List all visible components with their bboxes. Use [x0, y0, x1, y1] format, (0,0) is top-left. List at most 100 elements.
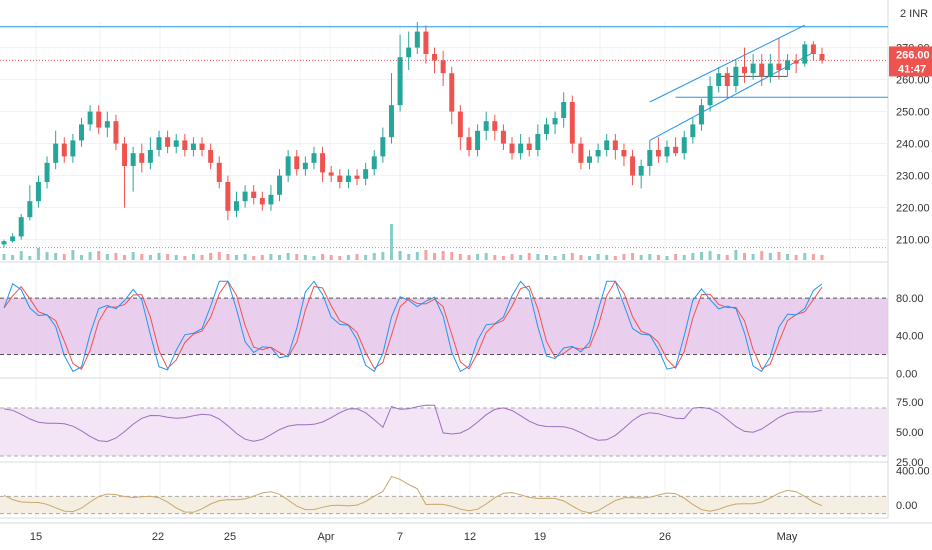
stoch-d-line	[3, 280, 823, 370]
candle-body	[337, 175, 343, 182]
candle-body	[638, 166, 644, 176]
volume-bar	[648, 254, 652, 260]
candle-body	[810, 44, 816, 54]
candle-body	[113, 121, 119, 144]
candle-body	[285, 156, 291, 176]
volume-bar	[226, 254, 230, 260]
volume-bar	[278, 255, 282, 260]
volume-bar	[768, 253, 772, 260]
candle-body	[96, 111, 102, 128]
candle-body	[27, 201, 33, 218]
volume-bar	[588, 256, 592, 260]
volume-bar	[45, 252, 49, 260]
volume-bar	[536, 254, 540, 260]
volume-bar	[433, 253, 437, 260]
candle-body	[397, 57, 403, 106]
candle-body	[595, 150, 601, 157]
date-tick-label: May	[777, 531, 798, 543]
last-price-label: 266.00	[896, 49, 930, 61]
volume-bar	[656, 255, 660, 260]
volume-bar	[579, 255, 583, 260]
osc-tick-label: 0.00	[896, 500, 917, 512]
candle-body	[664, 146, 670, 157]
volume-bar	[243, 254, 247, 260]
volume-bar	[364, 255, 368, 260]
candle-body	[233, 201, 239, 211]
volume-bar	[820, 255, 824, 260]
candle-body	[173, 140, 179, 147]
candle-body	[354, 175, 360, 179]
stoch-tick-label: 80.00	[896, 293, 924, 305]
candle-body	[320, 153, 326, 173]
candle-body	[440, 60, 446, 74]
candle-body	[388, 105, 394, 138]
candle-body	[690, 124, 696, 138]
volume-bar	[355, 254, 359, 260]
candle-body	[630, 156, 636, 176]
price-badge	[889, 46, 932, 77]
volume-bar	[123, 255, 127, 260]
candle-body	[724, 73, 730, 86]
date-tick-label: 22	[152, 531, 164, 543]
price-axis: 270.00260.00250.00240.00230.00220.00210.…	[889, 8, 932, 512]
candle-body	[698, 105, 704, 125]
candle-body	[139, 153, 145, 163]
volume-bar	[476, 254, 480, 260]
volume-bar	[674, 254, 678, 260]
candle-body	[242, 191, 248, 202]
volume-bar	[458, 254, 462, 260]
candle-body	[604, 140, 610, 150]
volume-bar	[62, 254, 66, 260]
volume-bar	[811, 254, 815, 260]
candle-body	[104, 121, 110, 128]
candle-body	[509, 143, 515, 154]
osc-tick-label: 400.00	[896, 465, 930, 477]
candle-body	[707, 86, 713, 106]
volume-bar	[54, 253, 58, 260]
price-tick-label: 240.00	[896, 139, 930, 151]
volume-bar	[398, 251, 402, 260]
volume-bar	[321, 254, 325, 260]
candle-body	[78, 124, 84, 141]
candle-body	[492, 121, 498, 131]
candle-body	[44, 162, 50, 182]
stoch-band	[0, 298, 888, 355]
volume-bar	[148, 255, 152, 260]
volume-bar	[105, 254, 109, 260]
candle-body	[277, 175, 283, 195]
candle-body	[776, 63, 782, 70]
stochastic-panel	[0, 280, 888, 373]
volume-bar	[286, 253, 290, 260]
stoch-k-line	[3, 280, 823, 373]
time-axis: 15 22 25 Apr 7 12 19 26 May	[0, 522, 932, 543]
volume-bar	[415, 252, 419, 260]
volume-bar	[717, 254, 721, 260]
candle-body	[449, 73, 455, 112]
price-tick-label: 220.00	[896, 203, 930, 215]
volume-bar	[114, 253, 118, 260]
volume-bar	[209, 253, 213, 260]
date-tick-label: 7	[397, 531, 403, 543]
volume-bar	[252, 256, 256, 260]
candle-body	[371, 156, 377, 170]
volume-bar	[553, 256, 557, 260]
candle-body	[552, 118, 558, 125]
volume-bar	[510, 254, 514, 260]
volume-bar	[803, 253, 807, 260]
volume-bar	[200, 255, 204, 260]
volume-bar	[88, 252, 92, 260]
candle-body	[182, 140, 188, 150]
volume-bar	[312, 256, 316, 260]
volume-bar	[295, 254, 299, 260]
date-tick-label: 26	[659, 531, 671, 543]
volume-bar	[743, 253, 747, 260]
volume-bar	[794, 255, 798, 260]
volume-bar	[97, 251, 101, 260]
candle-body	[251, 191, 257, 198]
volume-bar	[631, 253, 635, 260]
candle-body	[466, 137, 472, 150]
volume-bar	[19, 251, 23, 260]
candle-body	[294, 156, 300, 170]
